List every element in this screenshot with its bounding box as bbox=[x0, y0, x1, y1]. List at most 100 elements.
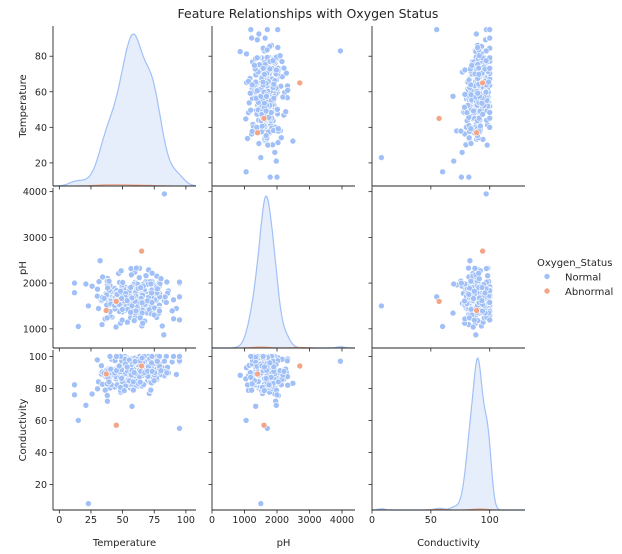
legend-label: Abnormal bbox=[565, 287, 613, 298]
scatter-point-normal bbox=[467, 140, 475, 147]
scatter-point-normal bbox=[262, 375, 270, 382]
scatter-point-normal bbox=[85, 500, 92, 507]
y-tick-label: 60 bbox=[35, 416, 47, 427]
scatter-point-normal bbox=[282, 108, 290, 115]
scatter-point-normal bbox=[150, 377, 158, 385]
scatter-point-normal bbox=[479, 111, 487, 118]
y-tick-label: 3000 bbox=[23, 233, 47, 244]
scatter-point-abnormal bbox=[102, 370, 110, 378]
scatter-point-normal bbox=[248, 34, 255, 42]
scatter-point-normal bbox=[265, 381, 273, 389]
scatter-point-abnormal bbox=[473, 307, 481, 314]
y-tick-label: 1000 bbox=[23, 324, 47, 335]
scatter-point-normal bbox=[104, 397, 111, 405]
x-tick-label: 4000 bbox=[330, 515, 354, 526]
scatter-point-normal bbox=[128, 302, 136, 310]
panel-ph-vs-ph bbox=[208, 188, 355, 352]
scatter-point-normal bbox=[261, 99, 268, 107]
scatter-point-normal bbox=[273, 173, 281, 181]
scatter-point-normal bbox=[103, 314, 111, 322]
scatter-point-normal bbox=[170, 353, 177, 360]
y-axis-label: Temperature bbox=[18, 74, 29, 138]
scatter-point-normal bbox=[262, 107, 270, 115]
scatter-point-normal bbox=[99, 273, 106, 281]
scatter-point-normal bbox=[266, 65, 274, 73]
scatter-point-normal bbox=[475, 71, 483, 78]
x-axis-label: Temperature bbox=[92, 538, 156, 549]
scatter-point-normal bbox=[449, 309, 457, 317]
scatter-point-normal bbox=[117, 267, 125, 275]
scatter-point-normal bbox=[170, 315, 177, 323]
scatter-point-normal bbox=[274, 139, 282, 146]
panel-ph-vs-conductivity bbox=[368, 188, 525, 352]
scatter-point-normal bbox=[147, 386, 155, 394]
scatter-point-normal bbox=[136, 314, 144, 322]
scatter-point-normal bbox=[465, 264, 472, 272]
scatter-point-normal bbox=[486, 124, 494, 131]
scatter-point-abnormal bbox=[260, 421, 268, 429]
scatter-point-normal bbox=[157, 367, 165, 375]
scatter-point-normal bbox=[475, 52, 483, 60]
scatter-point-normal bbox=[118, 295, 125, 302]
scatter-point-normal bbox=[120, 387, 128, 394]
scatter-point-normal bbox=[252, 402, 259, 410]
scatter-point-normal bbox=[176, 293, 183, 301]
scatter-point-normal bbox=[439, 168, 446, 176]
scatter-point-normal bbox=[157, 275, 165, 283]
scatter-point-normal bbox=[130, 386, 137, 394]
scatter-point-abnormal bbox=[254, 129, 261, 136]
x-tick-label: 100 bbox=[481, 515, 499, 526]
scatter-point-abnormal bbox=[113, 421, 120, 429]
scatter-point-normal bbox=[278, 58, 286, 65]
scatter-point-normal bbox=[75, 323, 82, 330]
panel-temperature-vs-temperature: 20 40 60 80 bbox=[35, 26, 197, 190]
scatter-point-normal bbox=[461, 91, 469, 98]
scatter-point-normal bbox=[71, 381, 78, 389]
scatter-point-normal bbox=[270, 363, 278, 371]
y-tick-label: 4000 bbox=[23, 187, 47, 198]
scatter-point-normal bbox=[115, 362, 123, 370]
scatter-point-normal bbox=[458, 149, 466, 156]
scatter-point-normal bbox=[236, 48, 244, 55]
scatter-point-normal bbox=[280, 64, 288, 72]
panel-temperature-vs-ph bbox=[208, 26, 355, 190]
scatter-point-normal bbox=[247, 26, 255, 33]
kde-line-normal bbox=[53, 33, 197, 187]
scatter-point-normal bbox=[450, 280, 458, 288]
scatter-point-normal bbox=[159, 322, 166, 330]
panel-conductivity-vs-conductivity: 0 50 100 bbox=[368, 350, 525, 526]
scatter-point-normal bbox=[259, 65, 267, 72]
scatter-point-normal bbox=[119, 306, 126, 313]
scatter-point-normal bbox=[71, 391, 78, 399]
scatter-point-normal bbox=[272, 157, 280, 165]
scatter-point-normal bbox=[433, 26, 441, 33]
scatter-point-normal bbox=[266, 359, 274, 367]
y-axis-label: pH bbox=[18, 261, 29, 275]
scatter-point-abnormal bbox=[435, 298, 443, 305]
y-tick-label: 40 bbox=[35, 448, 47, 459]
scatter-point-normal bbox=[176, 425, 183, 432]
scatter-point-normal bbox=[283, 357, 291, 365]
scatter-point-normal bbox=[467, 277, 475, 285]
scatter-point-normal bbox=[473, 30, 480, 38]
scatter-point-normal bbox=[465, 134, 473, 142]
scatter-point-normal bbox=[467, 91, 475, 98]
scatter-point-normal bbox=[472, 331, 480, 339]
scatter-point-normal bbox=[468, 62, 476, 69]
scatter-point-normal bbox=[269, 57, 277, 65]
scatter-point-normal bbox=[71, 289, 78, 297]
scatter-point-normal bbox=[161, 357, 168, 365]
legend-marker bbox=[543, 273, 551, 280]
scatter-point-normal bbox=[255, 30, 263, 38]
scatter-point-normal bbox=[253, 54, 261, 62]
scatter-point-normal bbox=[133, 264, 140, 272]
scatter-point-abnormal bbox=[435, 115, 443, 122]
scatter-point-normal bbox=[261, 363, 268, 371]
scatter-point-abnormal bbox=[138, 362, 145, 370]
scatter-point-normal bbox=[98, 362, 105, 370]
scatter-point-normal bbox=[253, 87, 261, 94]
scatter-point-normal bbox=[104, 392, 111, 399]
scatter-point-normal bbox=[474, 44, 481, 51]
scatter-point-normal bbox=[486, 316, 494, 324]
y-axis-label: Conductivity bbox=[18, 398, 29, 461]
